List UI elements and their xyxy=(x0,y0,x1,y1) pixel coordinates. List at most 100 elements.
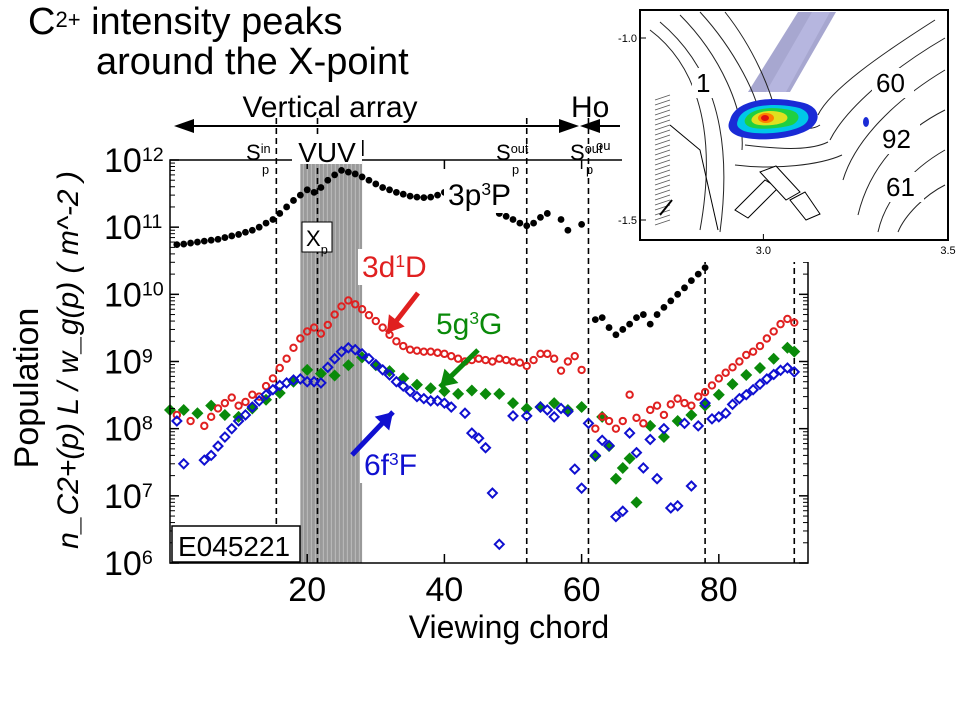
point-3p3P xyxy=(639,311,647,318)
inset-wall-hatch xyxy=(654,129,671,136)
point-6f3F xyxy=(383,369,396,381)
point-6f3F xyxy=(479,441,492,454)
y-tick-label: 1011 xyxy=(104,209,162,247)
inset-wall-hatch xyxy=(654,134,671,141)
slide-title: C2+ intensity peaks around the X-point xyxy=(28,2,409,82)
point-3d1D xyxy=(234,401,243,410)
point-3d1D xyxy=(611,424,621,433)
point-6f3F xyxy=(417,392,430,405)
inset-wall-hatch xyxy=(654,139,671,146)
vuv-label-bg xyxy=(292,138,362,164)
point-3d1D xyxy=(289,343,298,352)
label-6f3F: 6f3F xyxy=(364,449,417,482)
inset-divertor-right xyxy=(789,191,821,221)
point-6f3F xyxy=(472,432,485,445)
point-3p3P xyxy=(235,231,243,238)
point-6f3F xyxy=(692,419,705,432)
inset-wall-hatch xyxy=(654,214,671,221)
point-3d1D xyxy=(303,327,312,336)
point-3p3P xyxy=(200,237,208,245)
point-6f3F xyxy=(294,373,307,385)
point-3p3P xyxy=(626,320,634,328)
point-6f3F xyxy=(726,398,739,411)
point-3d1D xyxy=(714,374,724,383)
point-3p3P xyxy=(358,173,366,181)
point-3p3P xyxy=(379,184,387,191)
inset-wall-hatch xyxy=(654,194,671,201)
point-6f3F xyxy=(788,365,801,378)
point-3d1D xyxy=(742,350,751,360)
point-3d1D xyxy=(673,394,682,403)
point-5g3G xyxy=(548,397,561,410)
point-3p3P xyxy=(262,219,270,227)
y-tick-label: 109 xyxy=(104,344,153,382)
point-3p3P xyxy=(537,213,544,221)
horizontal-array-arrow-left xyxy=(580,119,600,133)
point-6f3F xyxy=(445,401,458,413)
inset-flux-surface xyxy=(734,154,843,168)
point-5g3G xyxy=(753,362,766,375)
xp-label: Xp xyxy=(306,226,328,257)
point-6f3F xyxy=(349,343,362,356)
point-3d1D xyxy=(337,302,346,311)
point-5g3G xyxy=(424,382,437,395)
point-5g3G xyxy=(712,388,725,401)
point-6f3F xyxy=(205,449,218,462)
point-3d1D xyxy=(433,348,442,357)
point-6f3F xyxy=(582,417,595,430)
point-6f3F xyxy=(363,352,375,365)
point-3p3P xyxy=(372,180,380,188)
point-3d1D xyxy=(474,354,483,363)
x-axis-label: Viewing chord xyxy=(409,609,609,645)
point-3d1D xyxy=(783,314,792,324)
point-6f3F xyxy=(596,434,609,447)
inset-divertor-dome xyxy=(759,165,801,201)
point-6f3F xyxy=(212,440,224,453)
title-line2: around the X-point xyxy=(96,41,409,83)
point-6f3F xyxy=(658,422,670,435)
point-3d1D xyxy=(604,416,614,426)
point-3d1D xyxy=(646,405,655,415)
inset-flux-surface xyxy=(817,19,936,116)
point-3d1D xyxy=(639,419,648,428)
sp-out3-partial: ou xyxy=(596,138,610,153)
point-6f3F xyxy=(397,380,410,393)
point-3p3P xyxy=(619,326,627,333)
point-3d1D xyxy=(282,354,291,363)
axes-layer: 20 40 60 80 106 107 108 109 1010 1011 1012 Viewing … xyxy=(8,142,809,645)
point-3p3P xyxy=(591,316,599,324)
point-6f3F xyxy=(266,383,279,396)
point-3d1D xyxy=(735,357,744,366)
point-3p3P xyxy=(653,311,661,318)
point-3p3P xyxy=(290,197,297,204)
point-6f3F xyxy=(541,404,554,416)
point-6f3F xyxy=(603,439,615,452)
inset-wall-hatch xyxy=(654,94,671,101)
label-3d1D-bg xyxy=(358,249,436,285)
point-3p3P xyxy=(681,284,688,292)
inset-wall-hatch xyxy=(654,169,671,176)
point-3d1D xyxy=(577,365,586,375)
point-5g3G xyxy=(520,402,533,415)
point-3p3P xyxy=(324,176,332,184)
point-3d1D xyxy=(522,361,531,371)
point-3p3P xyxy=(530,219,537,227)
point-3p3P xyxy=(392,188,400,196)
point-3d1D xyxy=(707,381,717,390)
y-tick-label: 108 xyxy=(104,411,153,449)
point-6f3F xyxy=(328,352,341,365)
point-3p3P xyxy=(420,194,428,202)
inset-wall-hatch xyxy=(654,184,671,191)
point-3d1D xyxy=(268,374,278,383)
point-3p3P xyxy=(399,190,407,198)
point-5g3G xyxy=(726,378,739,391)
inset-wall-hatch xyxy=(654,124,671,131)
point-3d1D xyxy=(172,410,182,420)
inset-chord-label-bg xyxy=(882,172,924,202)
inset-wall-hatch xyxy=(654,189,671,196)
point-3p3P xyxy=(242,228,249,236)
point-6f3F xyxy=(438,397,451,410)
point-5g3G xyxy=(177,403,190,416)
point-6f3F xyxy=(754,378,766,391)
point-3p3P xyxy=(283,203,291,211)
